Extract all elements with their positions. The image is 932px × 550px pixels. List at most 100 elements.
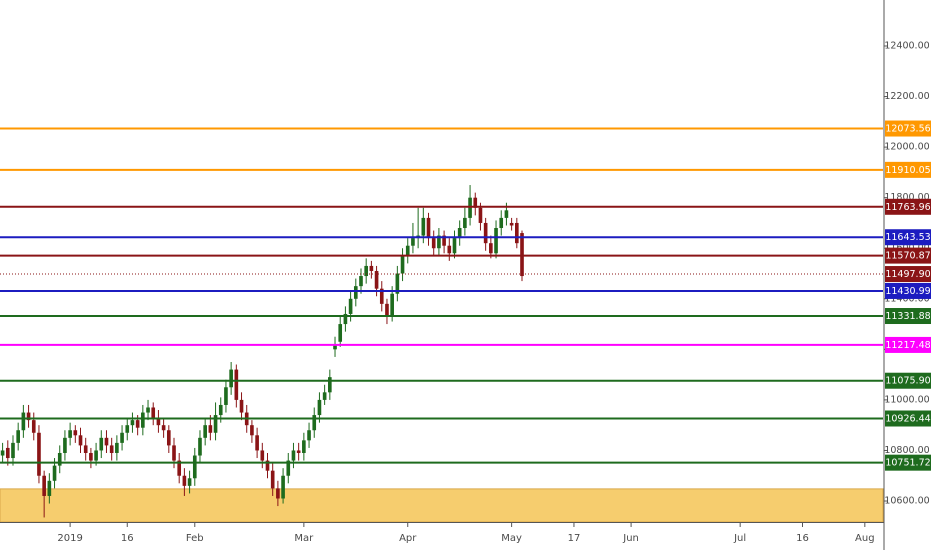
x-tick-label: Apr	[399, 533, 417, 544]
candle-body	[400, 255, 405, 274]
candle-body	[47, 480, 52, 496]
candle-body	[26, 412, 31, 421]
candle-body	[260, 450, 265, 461]
candle-body	[442, 235, 446, 246]
candle-body	[312, 415, 317, 431]
y-tick-label: 11800.00	[884, 192, 929, 203]
candle-body	[369, 265, 374, 271]
candle-body	[489, 243, 493, 254]
candle-body	[146, 407, 150, 413]
candle-body	[156, 417, 161, 426]
candle-body	[130, 420, 135, 426]
x-tick-label: 16	[796, 533, 809, 544]
candle-body	[405, 245, 410, 256]
candle-body	[250, 425, 254, 436]
candle-body	[328, 377, 332, 393]
candle-body	[374, 270, 379, 289]
candle-body	[468, 197, 472, 218]
candle-body	[234, 369, 239, 400]
candle-body	[104, 437, 109, 446]
candle-body	[302, 440, 306, 453]
candle-body	[141, 412, 145, 428]
candle-body	[31, 420, 36, 433]
candle-body	[203, 425, 207, 438]
candle-body	[224, 387, 228, 405]
level-label-bg	[885, 266, 931, 283]
candle-body	[109, 445, 114, 453]
candle-body	[348, 298, 353, 314]
candle-body	[333, 344, 337, 350]
candle-body	[478, 207, 483, 223]
level-label-bg	[885, 247, 931, 264]
level-label: 12073.56	[885, 124, 930, 135]
y-tick-label: 12400.00	[884, 41, 929, 52]
candle-body	[218, 404, 223, 416]
candle-body	[494, 228, 498, 254]
candle-body	[99, 437, 104, 451]
level-label: 11497.90	[885, 269, 930, 280]
candle-body	[94, 450, 98, 461]
x-tick-label: 2019	[57, 533, 82, 544]
level-label: 11643.53	[885, 232, 930, 243]
candle-body	[520, 233, 524, 277]
x-tick-label: May	[501, 533, 522, 544]
candle-body	[353, 286, 358, 299]
candle-body	[431, 238, 436, 249]
candle-body	[509, 222, 514, 226]
level-label-bg	[885, 120, 931, 137]
candle-body	[390, 293, 394, 317]
level-label-bg	[885, 198, 931, 215]
level-label: 11075.90	[885, 376, 930, 387]
x-tick-label: Jun	[622, 533, 639, 544]
candle-body	[68, 430, 72, 438]
candle-body	[5, 447, 10, 459]
x-tick-label: Feb	[186, 533, 204, 544]
candle-body	[63, 437, 67, 453]
level-label: 10926.44	[885, 413, 930, 424]
candle-body	[21, 412, 26, 431]
candle-body	[317, 399, 322, 416]
candle-body	[447, 245, 452, 254]
level-label: 11331.88	[885, 311, 930, 322]
candle-body	[411, 238, 415, 246]
level-label-bg	[885, 410, 931, 427]
candle-body	[281, 475, 285, 499]
candle-body	[57, 452, 62, 466]
candle-body	[379, 288, 384, 304]
candle-body	[421, 217, 426, 236]
level-label: 11217.48	[885, 340, 930, 351]
candle-body	[483, 222, 488, 244]
candle-body	[322, 392, 327, 400]
candle-body	[120, 432, 124, 443]
candle-body	[52, 465, 57, 481]
candle-body	[78, 435, 83, 446]
x-tick-label: Jul	[733, 533, 746, 544]
candle-body	[229, 369, 233, 388]
candle-body	[504, 210, 509, 218]
candle-body	[208, 425, 213, 433]
level-label-bg	[885, 372, 931, 389]
candle-body	[343, 313, 348, 325]
candle-body	[0, 450, 5, 456]
candle-body	[83, 445, 88, 453]
candle-body	[135, 420, 140, 428]
level-label: 10751.72	[885, 458, 930, 469]
level-label: 11570.87	[885, 251, 930, 262]
candle-body	[192, 455, 197, 479]
y-tick-label: 12000.00	[884, 142, 929, 153]
candle-body	[296, 450, 301, 453]
candle-body	[291, 450, 296, 461]
candle-body	[338, 324, 343, 342]
x-tick-label: Aug	[855, 533, 875, 544]
y-tick-label: 12200.00	[884, 91, 929, 102]
candle-body	[307, 430, 311, 441]
candle-body	[73, 430, 78, 436]
y-tick-label: 10600.00	[884, 496, 929, 507]
candle-body	[473, 197, 478, 208]
candle-body	[437, 235, 441, 249]
candle-body	[11, 442, 15, 459]
candle-body	[270, 470, 275, 489]
candle-body	[239, 399, 244, 413]
candle-body	[151, 407, 156, 418]
